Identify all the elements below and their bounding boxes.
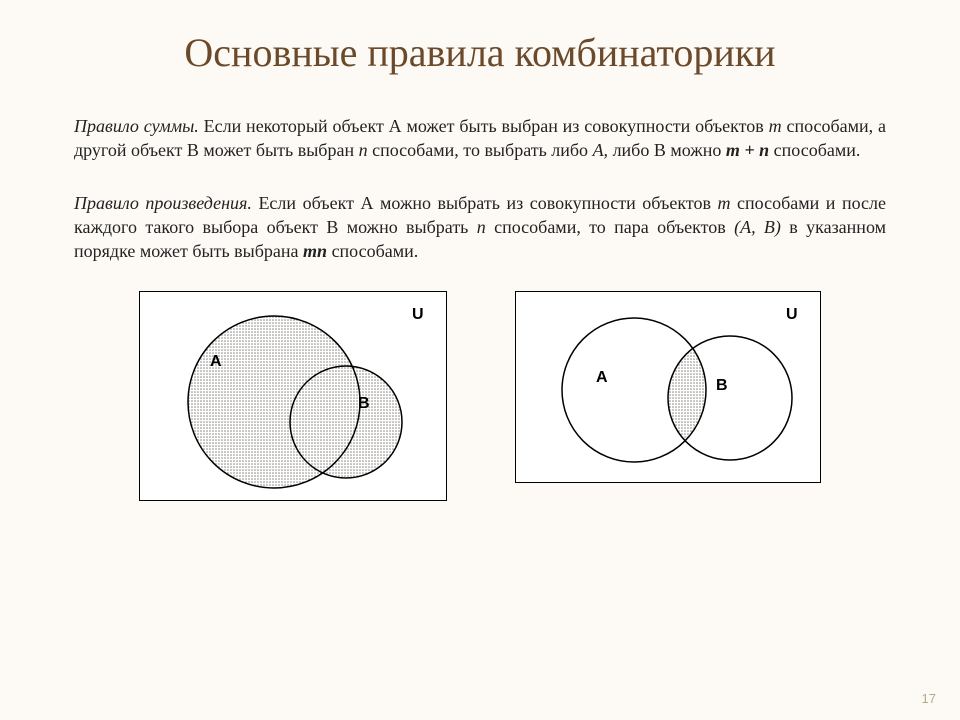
rule-prod-n: n [477,217,486,237]
slide-title: Основные правила комбинаторики [74,30,886,76]
rule-sum-text-1: Если некоторый объект А может быть выбра… [199,116,769,136]
rule-sum-m: m [769,116,782,136]
venn-union-box: A B U [139,291,447,501]
page-number: 17 [922,691,936,706]
venn-intersection-svg: A B [516,292,822,484]
rule-sum-text-4: либо В можно [608,140,726,160]
venn-intersection-box: A B U [515,291,821,483]
venn-union-svg: A B [140,292,448,502]
rule-sum-text-3: способами, то выбрать либо [368,140,593,160]
venn-right-U-label: U [786,306,798,324]
venn-left-U-label: U [412,306,424,324]
rule-prod-mn: mn [303,241,327,261]
rule-sum-lead: Правило суммы. [74,116,199,136]
rule-prod-text-3: способами, то пара объектов [486,217,734,237]
rule-sum-A: А, [593,140,609,160]
rule-prod-paragraph: Правило произведения. Если объект А можн… [74,191,886,264]
rule-prod-lead: Правило произведения. [74,193,252,213]
rule-prod-text-1: Если объект А можно выбрать из совокупно… [252,193,718,213]
venn-left-A-label: A [210,353,222,370]
rule-sum-text-5: способами. [769,140,860,160]
rule-sum-mn: m + n [726,140,769,160]
slide: Основные правила комбинаторики Правило с… [0,0,960,720]
venn-right-B-label: B [716,377,728,394]
rule-sum-paragraph: Правило суммы. Если некоторый объект А м… [74,114,886,163]
rule-sum-n: n [359,140,368,160]
venn-right-A-label: A [596,369,608,386]
diagram-row: A B U A B U [74,291,886,501]
rule-prod-text-5: способами. [327,241,418,261]
rule-prod-ab: (А, В) [734,217,781,237]
rule-prod-m: m [717,193,730,213]
venn-left-B-label: B [358,395,370,412]
